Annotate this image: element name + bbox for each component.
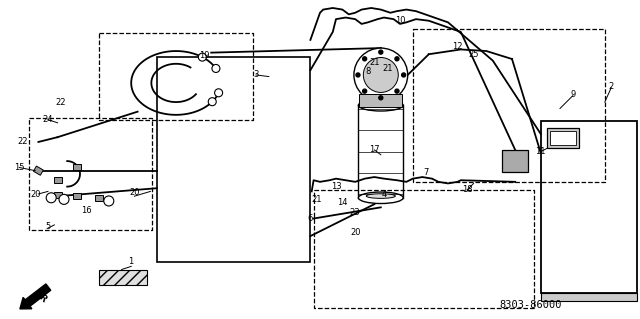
Text: 13: 13 — [331, 182, 341, 191]
Text: 24: 24 — [43, 115, 53, 124]
Text: 20: 20 — [350, 228, 360, 237]
Circle shape — [395, 57, 399, 61]
Text: 11: 11 — [536, 147, 546, 156]
Text: 17: 17 — [369, 145, 380, 154]
Bar — [547, 128, 579, 148]
Text: 18: 18 — [462, 185, 472, 194]
Circle shape — [354, 48, 408, 102]
Bar — [502, 150, 528, 172]
Circle shape — [379, 96, 383, 100]
Text: 14: 14 — [337, 198, 348, 207]
Bar — [541, 293, 637, 301]
Text: 25: 25 — [468, 50, 479, 59]
Text: 22: 22 — [56, 98, 66, 107]
Bar — [54, 192, 61, 197]
Ellipse shape — [358, 192, 403, 204]
Text: FR: FR — [32, 289, 48, 304]
Text: 3: 3 — [253, 70, 259, 79]
Text: 19: 19 — [200, 51, 210, 60]
Text: 16: 16 — [81, 206, 92, 215]
Bar — [73, 165, 81, 170]
Text: 7: 7 — [423, 168, 428, 177]
Circle shape — [46, 193, 56, 203]
Text: 1: 1 — [129, 257, 134, 266]
Text: 12: 12 — [452, 42, 463, 51]
Bar — [550, 131, 576, 145]
Text: 8: 8 — [365, 67, 371, 76]
Text: 21: 21 — [382, 64, 392, 73]
Circle shape — [356, 73, 360, 77]
Circle shape — [212, 64, 220, 72]
Text: 22: 22 — [17, 137, 28, 146]
Text: 5: 5 — [45, 222, 51, 231]
Text: 4: 4 — [381, 190, 387, 199]
Bar — [73, 193, 81, 199]
Circle shape — [395, 89, 399, 93]
FancyArrow shape — [20, 284, 51, 309]
Bar — [541, 121, 637, 293]
Circle shape — [208, 98, 216, 106]
Bar — [99, 270, 147, 285]
Bar — [33, 166, 44, 175]
Circle shape — [59, 194, 69, 204]
Circle shape — [363, 89, 367, 93]
Text: 21: 21 — [312, 195, 322, 204]
Text: 8303-86000: 8303-86000 — [499, 300, 562, 310]
Circle shape — [198, 53, 206, 61]
Text: 15: 15 — [14, 163, 24, 172]
Ellipse shape — [366, 194, 396, 198]
Text: 20: 20 — [129, 189, 140, 197]
Bar — [359, 94, 403, 107]
Text: 6: 6 — [308, 214, 313, 223]
Circle shape — [214, 89, 223, 97]
Circle shape — [364, 57, 398, 93]
Text: 9: 9 — [570, 90, 575, 99]
Circle shape — [363, 57, 367, 61]
Text: 2: 2 — [609, 82, 614, 91]
Text: 21: 21 — [369, 58, 380, 67]
Circle shape — [104, 196, 114, 206]
Ellipse shape — [358, 100, 403, 111]
Circle shape — [402, 73, 406, 77]
Circle shape — [379, 50, 383, 54]
Bar — [54, 177, 61, 183]
Text: 23: 23 — [350, 208, 360, 217]
Text: 20: 20 — [30, 190, 40, 199]
Bar — [157, 57, 310, 262]
Text: 10: 10 — [395, 16, 405, 25]
Bar — [95, 195, 103, 201]
